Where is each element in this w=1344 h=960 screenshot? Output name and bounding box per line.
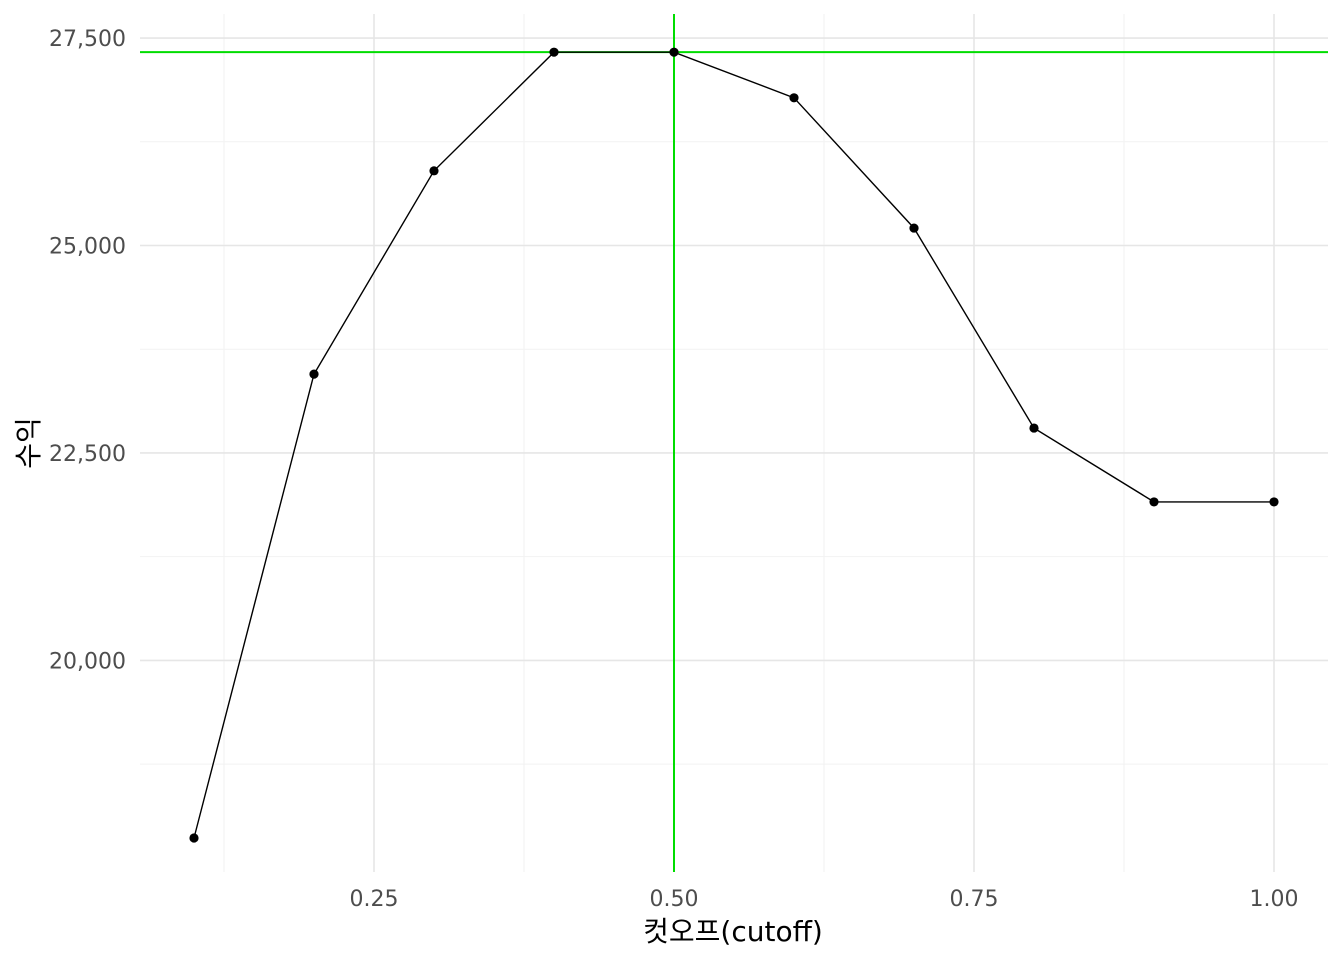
data-point (309, 369, 319, 379)
series-line (193, 51, 1274, 839)
y-tick-label: 22,500 (49, 442, 126, 467)
x-axis-title: 컷오프(cutoff) (643, 915, 823, 948)
x-tick-label: 0.75 (950, 887, 999, 912)
y-axis-tick-labels: 20,000 22,500 25,000 27,500 (49, 27, 126, 674)
data-point (189, 833, 199, 843)
data-point (909, 223, 919, 233)
major-gridlines (140, 14, 1328, 872)
x-axis-tick-labels: 0.25 0.50 0.75 1.00 (350, 887, 1299, 912)
y-tick-label: 20,000 (49, 649, 126, 674)
y-tick-label: 27,500 (49, 27, 126, 52)
data-point (549, 47, 559, 57)
data-point (1269, 497, 1279, 507)
data-point (1029, 423, 1039, 433)
y-tick-label: 25,000 (49, 235, 126, 260)
reference-lines (140, 14, 1328, 872)
data-point (1149, 497, 1159, 507)
data-point (429, 166, 439, 176)
y-axis-title: 수익 (12, 417, 45, 469)
x-tick-label: 0.50 (650, 887, 699, 912)
data-point (669, 47, 679, 57)
series-layer (189, 47, 1279, 843)
x-tick-label: 1.00 (1250, 887, 1299, 912)
x-tick-label: 0.25 (350, 887, 399, 912)
minor-gridlines (140, 14, 1328, 872)
data-point (789, 93, 799, 103)
